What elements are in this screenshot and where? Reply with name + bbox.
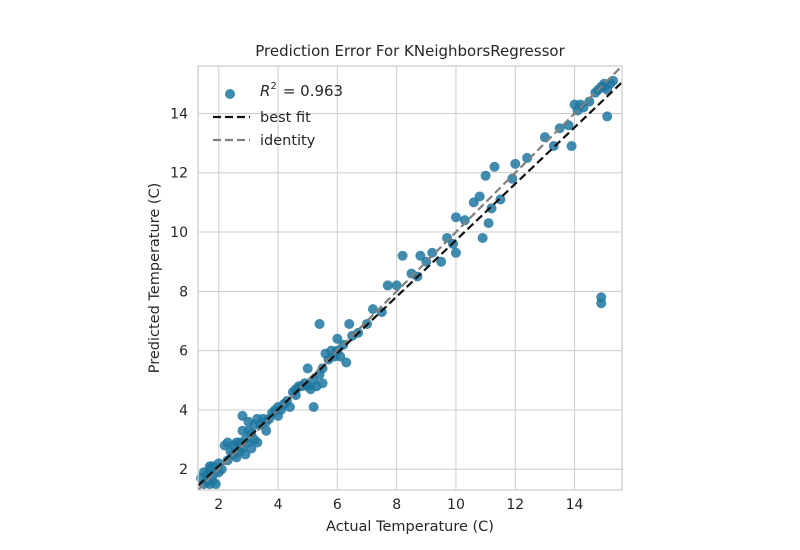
legend-r2-label: R2 = 0.963: [260, 81, 343, 100]
legend-identity-label: identity: [260, 133, 316, 149]
data-point: [507, 173, 518, 184]
tick-labels: 2 4 6 8 10 12 14 2 4 6 8 10 12 14: [170, 106, 583, 513]
data-point: [261, 425, 272, 436]
data-point: [474, 191, 485, 202]
r2-value: = 0.963: [283, 82, 343, 100]
legend-best-fit-label: best fit: [260, 110, 311, 126]
data-point: [566, 141, 577, 152]
y-axis-label: Predicted Temperature (C): [147, 183, 163, 374]
data-point: [341, 357, 352, 368]
data-point: [477, 232, 488, 243]
x-tick-label: 4: [274, 497, 283, 513]
y-tick-label: 4: [179, 403, 188, 419]
data-point: [427, 247, 438, 258]
data-point: [602, 84, 613, 95]
plot-frame: [197, 65, 623, 491]
data-points: [195, 75, 619, 490]
data-point: [344, 318, 355, 329]
chart-title: Prediction Error For KNeighborsRegressor: [255, 42, 565, 60]
data-point: [317, 378, 328, 389]
r2-exponent: 2: [270, 81, 276, 92]
x-tick-label: 12: [506, 497, 524, 513]
data-point: [397, 250, 408, 261]
legend: R2 = 0.963 best fit identity: [213, 81, 343, 149]
data-point: [486, 203, 497, 214]
data-point: [522, 152, 533, 163]
best-fit-line: [197, 81, 623, 487]
data-point: [284, 401, 295, 412]
x-tick-label: 6: [333, 497, 342, 513]
data-point: [314, 318, 325, 329]
data-point: [382, 280, 393, 291]
x-tick-label: 2: [214, 497, 223, 513]
x-tick-label: 8: [392, 497, 401, 513]
x-axis-label: Actual Temperature (C): [326, 519, 494, 535]
r2-symbol: R: [260, 82, 270, 100]
data-point: [308, 401, 319, 412]
grid-lines: [198, 66, 622, 490]
y-tick-label: 8: [179, 284, 188, 300]
data-point: [302, 363, 313, 374]
data-point: [252, 437, 263, 448]
data-point: [480, 170, 491, 181]
data-point: [510, 158, 521, 169]
data-point: [584, 96, 595, 107]
data-point: [495, 194, 506, 205]
x-tick-label: 14: [566, 497, 584, 513]
legend-scatter-marker: [225, 89, 235, 99]
data-point: [596, 292, 607, 303]
y-tick-label: 10: [170, 225, 188, 241]
data-point: [436, 256, 447, 267]
data-point: [489, 161, 500, 172]
x-tick-label: 10: [447, 497, 465, 513]
data-point: [450, 212, 461, 223]
y-tick-label: 2: [179, 462, 188, 478]
data-point: [602, 111, 613, 122]
data-point: [459, 215, 470, 226]
data-point: [450, 247, 461, 258]
y-tick-label: 14: [170, 106, 188, 122]
data-point: [391, 280, 402, 291]
y-tick-label: 6: [179, 344, 188, 360]
data-point: [367, 304, 378, 315]
data-point: [210, 479, 221, 490]
data-point: [483, 218, 494, 229]
y-tick-label: 12: [170, 166, 188, 182]
